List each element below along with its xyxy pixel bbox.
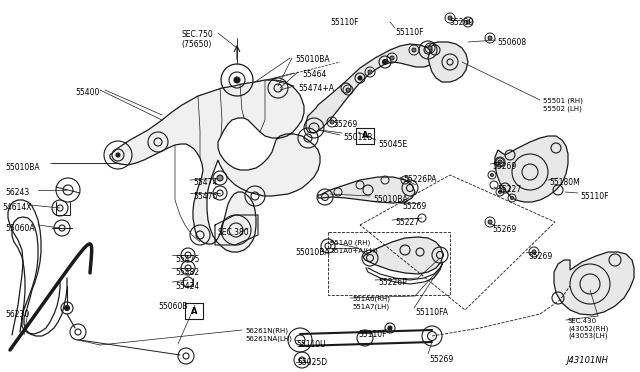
- Text: 55110U: 55110U: [296, 340, 326, 349]
- Text: 55110F: 55110F: [580, 192, 609, 201]
- Text: 54614X: 54614X: [2, 203, 31, 212]
- Text: 55474+A: 55474+A: [298, 84, 334, 93]
- Text: 55269: 55269: [492, 225, 516, 234]
- Circle shape: [330, 120, 334, 124]
- Text: 55269: 55269: [492, 162, 516, 171]
- Text: 55011B: 55011B: [343, 133, 372, 142]
- Text: 551A0 (RH)
551A0+A(LH): 551A0 (RH) 551A0+A(LH): [330, 240, 378, 254]
- Text: 55060A: 55060A: [5, 224, 35, 233]
- Text: 55227: 55227: [395, 218, 419, 227]
- Circle shape: [499, 190, 502, 193]
- Polygon shape: [495, 136, 568, 202]
- Polygon shape: [306, 44, 436, 133]
- Polygon shape: [428, 42, 468, 82]
- Text: SEC.380: SEC.380: [218, 228, 250, 237]
- Text: 55010BA: 55010BA: [5, 163, 40, 172]
- Circle shape: [488, 220, 492, 224]
- Text: 55060B: 55060B: [158, 302, 188, 311]
- Text: 55010BA: 55010BA: [295, 55, 330, 64]
- Text: 55110F: 55110F: [330, 18, 358, 27]
- Polygon shape: [554, 252, 634, 315]
- Text: 55226PA: 55226PA: [403, 175, 436, 184]
- Circle shape: [65, 305, 70, 311]
- Text: J43101NH: J43101NH: [566, 356, 608, 365]
- Text: 55269: 55269: [528, 252, 552, 261]
- Text: A: A: [362, 131, 368, 141]
- Text: 55110F: 55110F: [395, 28, 424, 37]
- Text: SEC.750
(75650): SEC.750 (75650): [181, 30, 213, 49]
- Text: 55045E: 55045E: [378, 140, 407, 149]
- Text: 55269: 55269: [449, 18, 473, 27]
- Circle shape: [448, 16, 452, 20]
- Polygon shape: [363, 237, 443, 274]
- Circle shape: [511, 196, 513, 199]
- Circle shape: [488, 36, 492, 40]
- Text: 56230: 56230: [5, 310, 29, 319]
- Text: 55474: 55474: [193, 178, 218, 187]
- Text: 55269: 55269: [402, 202, 426, 211]
- Circle shape: [217, 175, 223, 181]
- Polygon shape: [318, 177, 415, 203]
- Text: 56261N(RH)
56261NA(LH): 56261N(RH) 56261NA(LH): [245, 328, 292, 342]
- Text: 55400: 55400: [75, 88, 99, 97]
- Text: SEC.430
(43052(RH)
(43053(LH): SEC.430 (43052(RH) (43053(LH): [568, 318, 609, 339]
- Circle shape: [234, 77, 240, 83]
- Circle shape: [490, 173, 493, 176]
- Polygon shape: [110, 80, 320, 252]
- Text: 55501 (RH)
55502 (LH): 55501 (RH) 55502 (LH): [543, 98, 583, 112]
- Text: 55227: 55227: [497, 185, 521, 194]
- Text: 55025D: 55025D: [297, 358, 327, 367]
- Text: 55475: 55475: [175, 255, 200, 264]
- Circle shape: [412, 48, 416, 52]
- Circle shape: [499, 160, 502, 164]
- Circle shape: [498, 160, 502, 164]
- Text: 55010BA: 55010BA: [295, 248, 330, 257]
- Circle shape: [390, 56, 394, 60]
- Text: 55482: 55482: [175, 268, 199, 277]
- Circle shape: [116, 153, 120, 157]
- Circle shape: [532, 250, 536, 254]
- Circle shape: [368, 70, 372, 74]
- Text: 55226P: 55226P: [378, 278, 407, 287]
- Circle shape: [388, 326, 392, 330]
- Text: 551A6(RH)
551A7(LH): 551A6(RH) 551A7(LH): [352, 296, 390, 310]
- Text: 550608: 550608: [497, 38, 526, 47]
- Text: 55110FA: 55110FA: [415, 308, 448, 317]
- Text: 55110F: 55110F: [358, 330, 387, 339]
- Text: 55010BA: 55010BA: [373, 195, 408, 204]
- Text: 55424: 55424: [175, 282, 199, 291]
- Text: A: A: [191, 307, 197, 315]
- Circle shape: [466, 20, 470, 24]
- Circle shape: [358, 76, 362, 80]
- Text: 55476: 55476: [193, 192, 218, 201]
- Text: 55180M: 55180M: [549, 178, 580, 187]
- Text: 55464: 55464: [302, 70, 326, 79]
- Circle shape: [428, 46, 432, 50]
- Text: 55269: 55269: [429, 355, 453, 364]
- Text: 56243: 56243: [5, 188, 29, 197]
- Circle shape: [346, 88, 350, 92]
- Circle shape: [383, 60, 387, 64]
- Text: 55269: 55269: [333, 120, 357, 129]
